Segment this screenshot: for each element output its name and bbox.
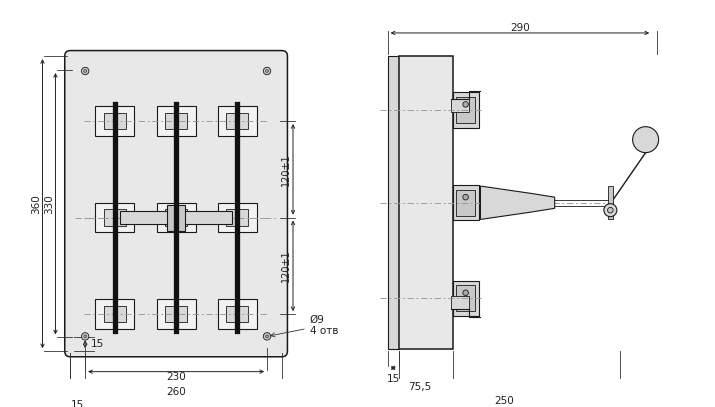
Bar bbox=[388, 56, 399, 349]
Bar bbox=[456, 285, 475, 311]
Bar bbox=[165, 209, 187, 226]
Bar bbox=[104, 209, 126, 226]
Bar bbox=[104, 306, 126, 322]
Circle shape bbox=[84, 70, 87, 72]
Circle shape bbox=[82, 333, 89, 340]
Bar bbox=[157, 299, 196, 329]
Text: 250: 250 bbox=[494, 396, 513, 406]
Circle shape bbox=[463, 102, 468, 107]
Text: 290: 290 bbox=[510, 23, 530, 33]
Bar bbox=[95, 106, 134, 136]
Bar bbox=[218, 299, 257, 329]
FancyBboxPatch shape bbox=[65, 50, 287, 357]
Circle shape bbox=[84, 335, 87, 338]
Bar bbox=[226, 306, 249, 322]
Text: 330: 330 bbox=[44, 194, 54, 214]
Text: 230: 230 bbox=[166, 372, 186, 382]
Bar bbox=[218, 106, 257, 136]
Text: Ø9
4 отв: Ø9 4 отв bbox=[271, 315, 338, 337]
Text: 75,5: 75,5 bbox=[408, 383, 432, 392]
Bar bbox=[456, 190, 475, 216]
Bar bbox=[608, 186, 613, 219]
Bar bbox=[399, 56, 453, 349]
Bar bbox=[226, 209, 249, 226]
Text: 15: 15 bbox=[91, 339, 104, 349]
Bar bbox=[226, 113, 249, 129]
Bar bbox=[167, 205, 185, 231]
Bar bbox=[157, 106, 196, 136]
Bar bbox=[95, 203, 134, 232]
Text: 260: 260 bbox=[166, 387, 186, 397]
Bar bbox=[453, 185, 478, 220]
Circle shape bbox=[463, 195, 468, 200]
Text: 360: 360 bbox=[31, 194, 41, 214]
Circle shape bbox=[608, 208, 613, 213]
Polygon shape bbox=[480, 186, 555, 219]
Bar bbox=[120, 211, 232, 224]
Circle shape bbox=[263, 333, 271, 340]
Bar bbox=[450, 99, 469, 112]
Text: 120±1: 120±1 bbox=[280, 153, 290, 186]
Bar bbox=[157, 203, 196, 232]
Circle shape bbox=[266, 70, 268, 72]
Bar bbox=[453, 281, 478, 316]
Bar bbox=[165, 306, 187, 322]
Circle shape bbox=[266, 335, 268, 338]
Circle shape bbox=[463, 290, 468, 295]
Circle shape bbox=[263, 67, 271, 75]
Bar bbox=[104, 113, 126, 129]
Bar bbox=[165, 113, 187, 129]
Circle shape bbox=[82, 67, 89, 75]
Bar bbox=[456, 97, 475, 123]
Text: 15: 15 bbox=[387, 374, 400, 385]
Bar bbox=[95, 299, 134, 329]
Bar bbox=[450, 296, 469, 309]
Text: 15: 15 bbox=[71, 400, 84, 407]
Circle shape bbox=[633, 127, 659, 153]
Bar bbox=[453, 92, 478, 127]
Bar bbox=[218, 203, 257, 232]
Circle shape bbox=[604, 204, 617, 217]
Text: 120±1: 120±1 bbox=[280, 249, 290, 282]
